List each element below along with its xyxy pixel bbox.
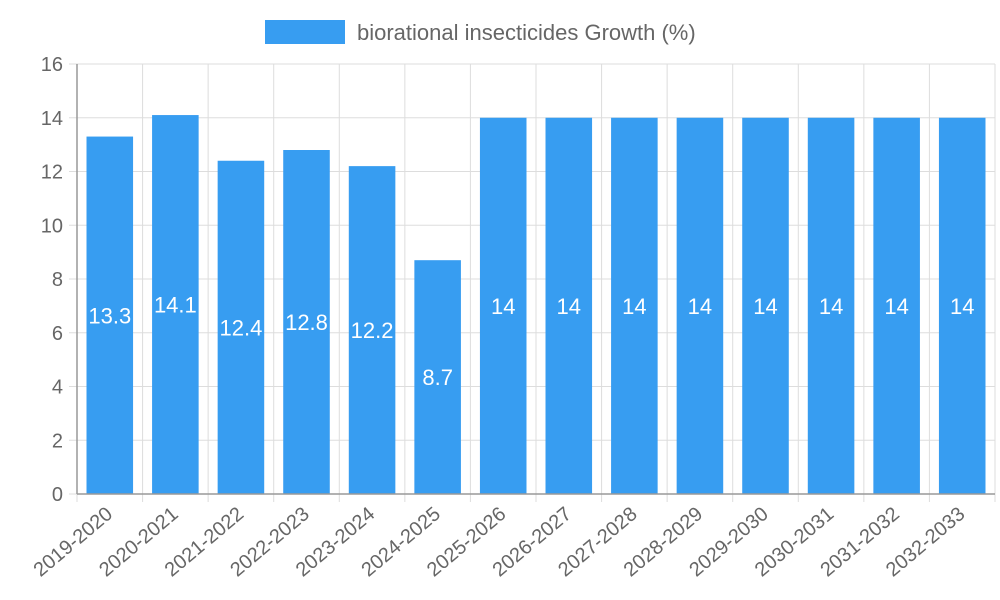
y-tick-label: 16 bbox=[41, 54, 63, 76]
bar[interactable] bbox=[348, 166, 396, 494]
bar-value-label: 12.8 bbox=[285, 310, 328, 335]
y-tick-label: 0 bbox=[52, 484, 63, 506]
bar[interactable] bbox=[545, 117, 593, 494]
bar-value-label: 14.1 bbox=[154, 293, 197, 318]
bar[interactable] bbox=[479, 117, 527, 494]
bar-value-label: 14 bbox=[950, 294, 974, 319]
y-tick-label: 6 bbox=[52, 323, 63, 345]
bar[interactable] bbox=[676, 117, 724, 494]
bar[interactable] bbox=[873, 117, 920, 494]
bar-value-label: 14 bbox=[491, 294, 515, 319]
grid bbox=[76, 63, 996, 502]
bar-value-label: 14 bbox=[557, 294, 581, 319]
bar-value-label: 8.7 bbox=[422, 365, 453, 390]
y-tick-label: 4 bbox=[52, 377, 63, 399]
y-tick-label: 12 bbox=[41, 162, 63, 184]
bar[interactable] bbox=[611, 117, 658, 494]
y-tick-label: 2 bbox=[52, 430, 63, 452]
legend-label: biorational insecticides Growth (%) bbox=[357, 20, 696, 45]
bar-value-label: 14 bbox=[622, 294, 646, 319]
legend-swatch bbox=[265, 20, 345, 44]
bars bbox=[86, 115, 986, 494]
bar-value-label: 14 bbox=[884, 294, 908, 319]
bar[interactable] bbox=[283, 150, 330, 494]
bar[interactable] bbox=[938, 117, 986, 494]
legend[interactable]: biorational insecticides Growth (%) bbox=[265, 20, 696, 45]
bar[interactable] bbox=[807, 117, 855, 494]
bar-value-label: 13.3 bbox=[88, 303, 131, 328]
bar-value-label: 14 bbox=[819, 294, 843, 319]
bar-value-label: 14 bbox=[688, 294, 712, 319]
bar[interactable] bbox=[414, 260, 461, 494]
y-tick-label: 14 bbox=[41, 108, 63, 130]
bar[interactable] bbox=[217, 160, 265, 494]
bar-value-label: 14 bbox=[753, 294, 777, 319]
y-tick-label: 10 bbox=[41, 215, 63, 237]
bar-value-label: 12.2 bbox=[351, 318, 394, 343]
bar[interactable] bbox=[742, 117, 789, 494]
data-labels: 13.3 14.1 12.4 12.8 12.2 8.7 14 14 14 14 14 14 14 14 bbox=[88, 293, 974, 391]
y-tick-label: 8 bbox=[52, 269, 63, 291]
bar-value-label: 12.4 bbox=[220, 315, 263, 340]
bar[interactable] bbox=[86, 136, 134, 494]
bar[interactable] bbox=[152, 115, 199, 494]
